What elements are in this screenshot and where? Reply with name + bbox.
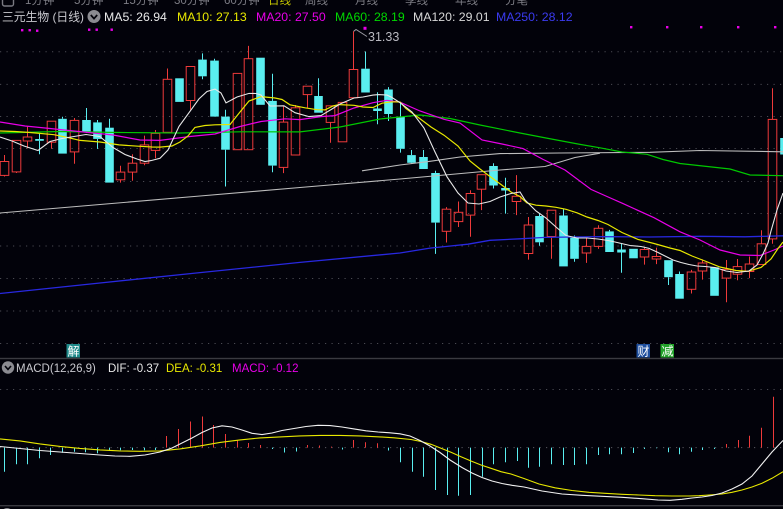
svg-text:5分钟: 5分钟 (74, 0, 103, 7)
svg-text:MA5: 26.94: MA5: 26.94 (104, 10, 167, 24)
svg-text:减: 减 (662, 345, 674, 359)
svg-text:DEA: -0.31: DEA: -0.31 (166, 363, 222, 375)
svg-text:分笔: 分笔 (505, 0, 528, 7)
svg-text:年线: 年线 (455, 0, 478, 7)
svg-text:三元生物 (日线): 三元生物 (日线) (2, 10, 84, 24)
svg-text:MA20: 27.50: MA20: 27.50 (256, 10, 326, 24)
svg-text:MACD(12,26,9): MACD(12,26,9) (16, 363, 96, 375)
svg-text:DIF: -0.37: DIF: -0.37 (108, 363, 159, 375)
svg-text:MACD: -0.12: MACD: -0.12 (232, 363, 298, 375)
svg-text:MA120: 29.01: MA120: 29.01 (413, 10, 490, 24)
svg-text:MA60: 28.19: MA60: 28.19 (335, 10, 405, 24)
svg-text:财: 财 (638, 345, 650, 359)
svg-text:60分钟: 60分钟 (224, 0, 260, 7)
svg-text:MA250: 28.12: MA250: 28.12 (496, 10, 573, 24)
svg-text:31.33: 31.33 (368, 30, 399, 44)
svg-text:周线: 周线 (305, 0, 328, 7)
svg-text:季线: 季线 (405, 0, 428, 7)
svg-text:月线: 月线 (355, 0, 378, 7)
svg-text:MA10: 27.13: MA10: 27.13 (177, 10, 247, 24)
svg-text:解: 解 (68, 345, 80, 359)
svg-text:1分钟: 1分钟 (25, 0, 54, 7)
svg-text:日线: 日线 (268, 0, 291, 7)
svg-text:30分钟: 30分钟 (174, 0, 210, 7)
svg-text:15分钟: 15分钟 (123, 0, 159, 7)
